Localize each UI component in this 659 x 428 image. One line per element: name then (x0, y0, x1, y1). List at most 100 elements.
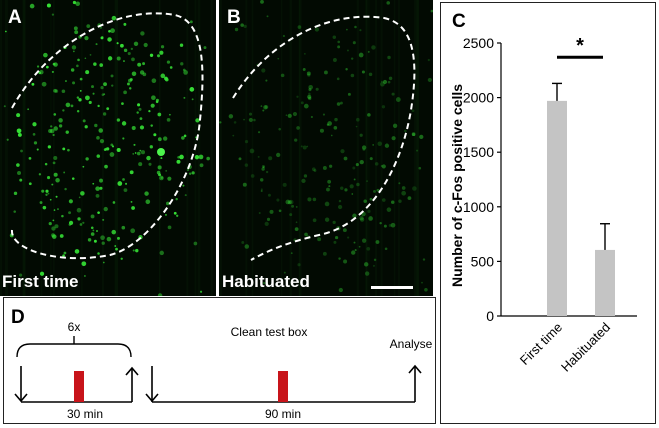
tissue-streak (416, 0, 419, 296)
cell-dot (308, 96, 312, 101)
cell-dot (177, 155, 180, 159)
cell-dot (260, 188, 263, 191)
cell-dot (262, 109, 265, 112)
cell-dot (359, 133, 363, 137)
cell-dot (294, 138, 298, 142)
cell-dot (28, 156, 32, 160)
cell-dot (390, 222, 396, 228)
cell-dot (50, 125, 53, 128)
cell-dot (392, 123, 398, 128)
cell-dot (267, 193, 271, 197)
cell-dot (206, 156, 211, 161)
cell-dot (308, 88, 312, 92)
cell-dot (46, 3, 51, 8)
cell-dot (386, 1, 391, 5)
cell-dot (289, 213, 293, 217)
cell-dot (329, 164, 333, 168)
tissue-streak (219, 0, 222, 296)
cell-dot (44, 162, 48, 166)
cell-dot (116, 56, 121, 61)
cell-dot (155, 100, 159, 104)
cell-dot (157, 165, 162, 170)
cell-dot (355, 125, 358, 128)
cell-dot (421, 281, 423, 284)
cell-dot (355, 163, 359, 167)
cell-dot (97, 252, 100, 255)
cell-dot (165, 169, 168, 172)
cell-dot (337, 40, 341, 44)
tissue-streak (115, 0, 119, 296)
cell-dot (303, 174, 308, 178)
cell-dot (401, 186, 406, 190)
tissue-streak (375, 0, 378, 296)
cell-dot (173, 211, 177, 215)
cell-dot (106, 147, 110, 151)
cell-dot (297, 25, 302, 29)
cell-dot (64, 80, 67, 83)
stimulus-block-1 (74, 371, 84, 402)
cell-dot (81, 261, 87, 267)
cell-dot (97, 104, 100, 108)
cell-dot (258, 211, 261, 215)
cell-dot (359, 29, 362, 32)
down-arrow-2-head (145, 393, 159, 403)
cell-dot (387, 80, 391, 84)
cell-dot (338, 199, 342, 203)
cell-dot (101, 241, 105, 245)
cell-dot (99, 186, 103, 190)
cell-dot (333, 126, 338, 130)
cell-dot (372, 144, 374, 146)
cell-dot (349, 184, 354, 189)
timeline-panel: D 6x 30 min Clean test box Analyse 90 mi… (3, 297, 436, 424)
cell-dot (121, 225, 126, 230)
cell-dot (324, 70, 328, 75)
cell-dot (358, 52, 364, 58)
cell-dot (287, 113, 292, 118)
cell-dot (72, 0, 77, 5)
cell-dot (39, 69, 44, 75)
cell-dot (90, 214, 95, 219)
cell-dot (143, 42, 148, 48)
cell-dot (53, 172, 58, 177)
cell-dot (315, 87, 319, 91)
micrograph-first-time: A First time (0, 0, 216, 296)
down-arrow-1-head (14, 393, 28, 403)
cell-dot (106, 236, 112, 242)
cell-dot (63, 251, 67, 255)
cell-dot (132, 249, 135, 252)
cell-dot (61, 214, 64, 218)
cell-dot (166, 118, 171, 122)
cell-dot (160, 45, 165, 49)
cell-dot (184, 194, 187, 197)
up-arrow-1-head (125, 366, 139, 376)
tissue-streak (393, 0, 396, 296)
cell-dot (334, 235, 339, 240)
cell-dot (302, 68, 306, 71)
cell-dot (150, 124, 153, 127)
cell-dot (74, 30, 79, 35)
cell-dot (198, 154, 204, 160)
cell-dot (67, 148, 70, 152)
x-tick-label: First time (517, 320, 565, 368)
cell-dot (52, 133, 55, 137)
cell-dot (314, 27, 320, 32)
cell-dot (304, 52, 306, 55)
cell-dot (338, 257, 341, 260)
cell-dot (238, 157, 242, 161)
cell-dot (135, 248, 139, 253)
cell-dot (115, 247, 118, 251)
tissue-streak (40, 0, 43, 296)
cell-dot (160, 157, 163, 160)
cell-dot (61, 89, 66, 94)
tissue-streak (50, 0, 52, 296)
tissue-streak (210, 0, 213, 296)
cell-dot (167, 176, 172, 181)
cell-dot (302, 145, 307, 150)
cell-dot (183, 134, 187, 138)
cell-dot (356, 182, 360, 187)
cell-dot (97, 211, 100, 214)
cell-dot (94, 123, 98, 128)
cell-dot (377, 141, 382, 146)
chart-panel: C 0 500 1000 1500 2000 2500 First time Habituat… (440, 2, 656, 424)
cell-dot (375, 240, 380, 244)
